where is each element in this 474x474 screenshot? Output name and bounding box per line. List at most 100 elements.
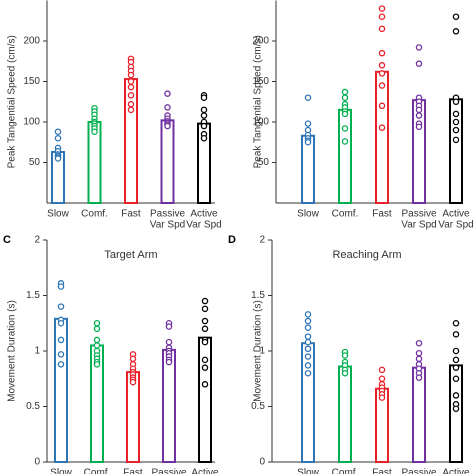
x-tick-label: Comf.: [84, 468, 111, 474]
data-point: [201, 305, 209, 313]
data-point: [378, 375, 386, 382]
y-tick-label: 50: [258, 157, 270, 168]
panel-label: D: [228, 234, 236, 246]
data-point: [452, 319, 460, 327]
data-point: [452, 136, 460, 144]
data-point: [127, 106, 135, 114]
data-point: [201, 356, 209, 364]
panel-title: Reaching Arm: [332, 249, 401, 261]
x-tick-label: Fast: [123, 468, 143, 474]
data-point: [165, 323, 173, 330]
y-tick-label: 100: [23, 117, 40, 128]
data-point: [164, 104, 171, 111]
x-tick-label: Fast: [372, 209, 392, 220]
y-tick-label: 200: [252, 36, 269, 47]
data-point: [378, 124, 386, 131]
y-axis-label: Peak Tangential Speed (cm/s): [253, 35, 264, 168]
x-tick-label: Passive: [150, 209, 185, 220]
data-point: [415, 355, 423, 363]
y-tick-label: 1: [34, 346, 40, 357]
x-tick-label: Fast: [372, 468, 392, 474]
bar: [162, 348, 176, 464]
data-point: [127, 83, 135, 91]
bar: [338, 108, 352, 204]
data-point: [201, 317, 209, 325]
bar: [160, 119, 175, 204]
data-point: [54, 134, 62, 142]
data-point: [378, 366, 386, 374]
x-tick-label: Comf.: [332, 468, 359, 474]
data-point: [93, 361, 101, 368]
x-tick-label: Var Spd: [186, 220, 221, 231]
data-point: [164, 90, 171, 97]
x-tick-label: Slow: [297, 209, 319, 220]
data-point: [93, 325, 101, 333]
data-point: [452, 356, 460, 364]
data-point: [341, 125, 349, 132]
data-point: [127, 92, 135, 99]
data-point: [378, 102, 386, 110]
x-tick-label: Var Spd: [401, 220, 436, 231]
data-point: [378, 394, 386, 401]
x-tick-label: Active: [191, 468, 219, 474]
y-tick-label: 150: [23, 76, 40, 87]
data-point: [378, 13, 386, 20]
data-point: [304, 324, 312, 331]
bar: [375, 70, 389, 204]
data-point: [304, 353, 312, 360]
data-point: [54, 128, 62, 135]
bar: [126, 371, 140, 463]
data-point: [341, 94, 349, 101]
y-tick-label: 1: [259, 346, 265, 357]
data-point: [93, 319, 101, 327]
y-tick-label: 150: [252, 76, 269, 87]
data-point: [57, 283, 65, 290]
data-point: [304, 94, 312, 101]
data-point: [201, 325, 209, 333]
x-tick-label: Active: [442, 468, 470, 474]
data-point: [415, 374, 423, 381]
y-tick-label: 200: [23, 36, 40, 47]
x-tick-label: Slow: [47, 209, 69, 220]
data-point: [341, 369, 349, 377]
data-point: [415, 339, 423, 347]
data-point: [452, 110, 460, 118]
data-point: [378, 70, 386, 77]
data-point: [91, 128, 98, 135]
data-point: [304, 311, 312, 318]
data-point: [127, 78, 135, 85]
x-tick-label: Comf.: [81, 209, 108, 220]
data-point: [200, 134, 208, 142]
y-tick-label: 100: [252, 117, 269, 128]
data-point: [452, 364, 460, 371]
x-tick-label: Passive: [401, 209, 436, 220]
y-tick-label: 0.5: [251, 401, 265, 412]
data-point: [415, 123, 423, 131]
x-tick-label: Var Spd: [438, 220, 473, 231]
x-tick-label: Fast: [121, 209, 141, 220]
data-point: [415, 349, 423, 357]
bar: [412, 366, 426, 463]
data-point: [201, 364, 209, 371]
data-point: [57, 336, 65, 344]
data-point: [201, 338, 209, 346]
x-tick-label: Slow: [297, 468, 319, 474]
data-point: [452, 375, 460, 382]
data-point: [452, 13, 460, 20]
data-point: [129, 355, 137, 363]
data-point: [415, 60, 423, 67]
data-point: [164, 122, 171, 130]
bar: [338, 365, 352, 464]
y-tick-label: 50: [29, 157, 41, 168]
data-point: [127, 100, 135, 108]
data-point: [304, 345, 312, 353]
data-point: [452, 126, 460, 134]
x-tick-label: Passive: [401, 468, 436, 474]
y-tick-label: 0: [259, 457, 265, 468]
data-point: [378, 5, 386, 12]
data-point: [57, 361, 65, 368]
data-point: [341, 110, 349, 118]
y-tick-label: 1.5: [251, 290, 265, 301]
data-point: [378, 49, 386, 57]
